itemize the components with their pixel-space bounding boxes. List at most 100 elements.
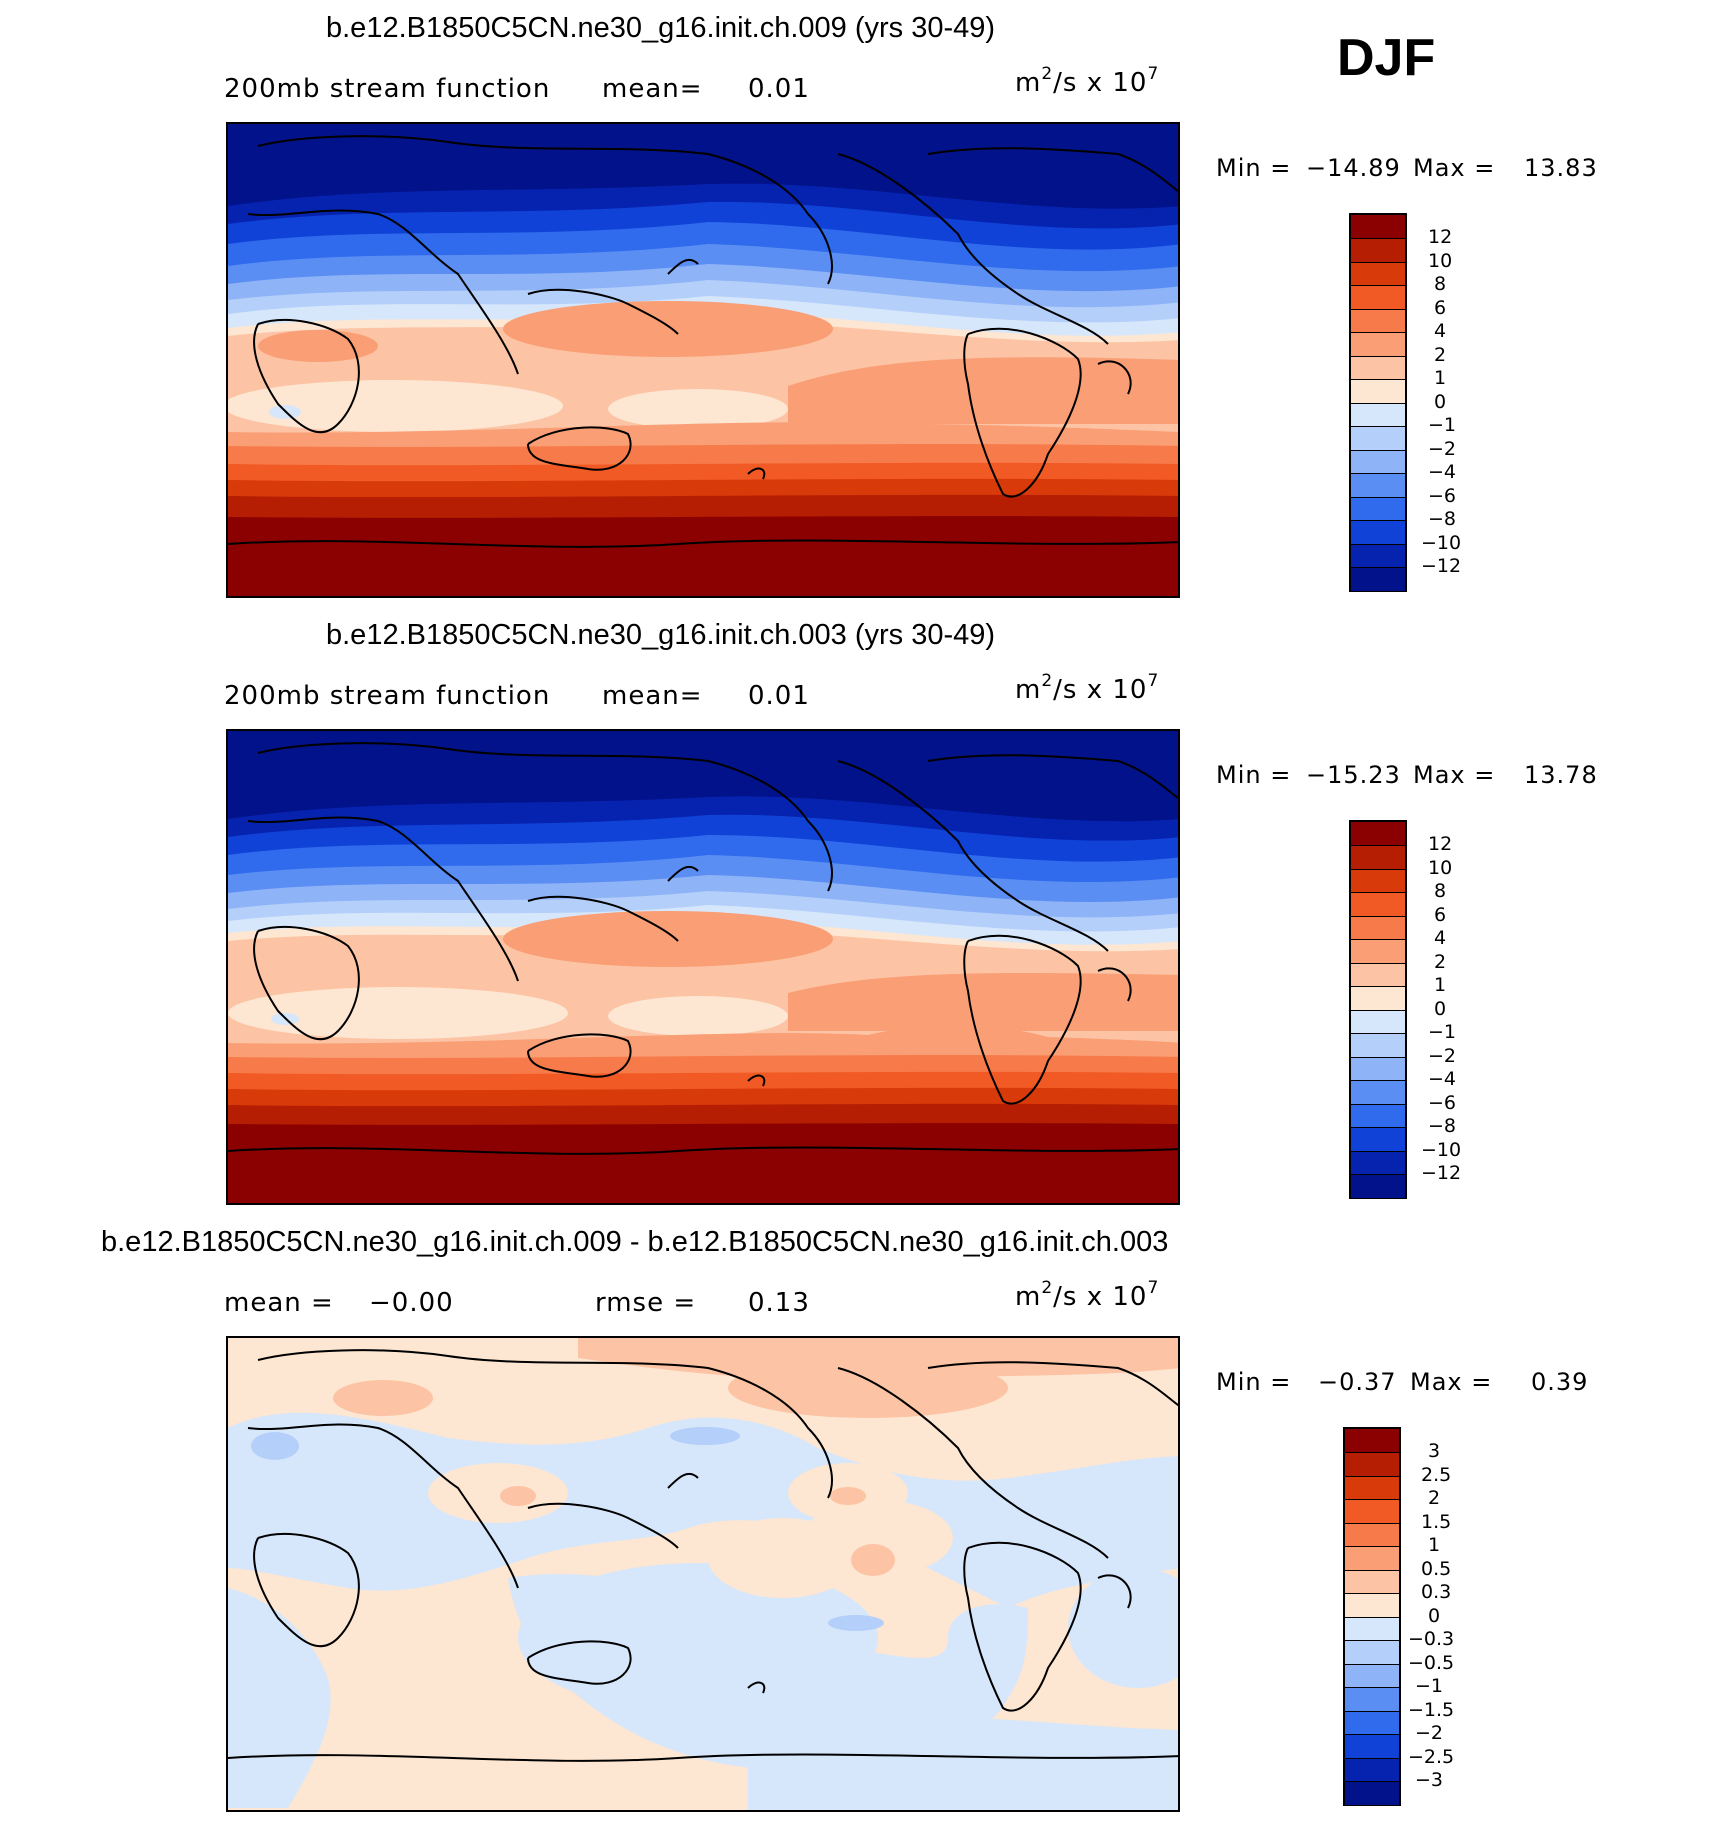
colorbar-cell xyxy=(1345,1617,1399,1641)
colorbar-cell xyxy=(1351,1033,1405,1057)
colorbar-cell xyxy=(1351,869,1405,893)
panel-3-rmse-value: 0.13 xyxy=(748,1288,810,1318)
colorbar-cell xyxy=(1351,845,1405,869)
panel-1-map xyxy=(226,122,1180,598)
panel-3-units: m2/s x 107 xyxy=(1015,1278,1160,1313)
colorbar-cell xyxy=(1351,1174,1405,1198)
panel-2-mean-label: mean= xyxy=(602,681,703,711)
colorbar-cell xyxy=(1345,1570,1399,1594)
panel-2-min-label: Min = xyxy=(1216,761,1292,789)
colorbar-cell xyxy=(1345,1781,1399,1805)
colorbar-label: 1 xyxy=(1434,974,1447,996)
colorbar-cell xyxy=(1351,1080,1405,1104)
colorbar-label: −4 xyxy=(1428,461,1457,483)
colorbar-label: 8 xyxy=(1434,273,1447,295)
colorbar-label: 4 xyxy=(1434,320,1447,342)
season-label: DJF xyxy=(1337,29,1436,87)
panel-2-mean-value: 0.01 xyxy=(748,681,810,711)
panel-3-min-value: −0.37 xyxy=(1318,1368,1397,1396)
panel-2-units: m2/s x 107 xyxy=(1015,671,1160,706)
colorbar-label: 10 xyxy=(1428,250,1453,272)
colorbar-cell xyxy=(1351,379,1405,403)
colorbar-cell xyxy=(1345,1452,1399,1476)
colorbar-cell xyxy=(1351,309,1405,333)
colorbar-label: 12 xyxy=(1428,226,1453,248)
colorbar-label: 6 xyxy=(1434,904,1447,926)
colorbar-cell xyxy=(1345,1734,1399,1758)
colorbar-label: −4 xyxy=(1428,1068,1457,1090)
colorbar-label: 2 xyxy=(1428,1487,1441,1509)
colorbar-label: 0 xyxy=(1428,1605,1441,1627)
colorbar-label: 2 xyxy=(1434,344,1447,366)
colorbar-label: 8 xyxy=(1434,880,1447,902)
panel-1-colorbar xyxy=(1349,213,1407,592)
colorbar-cell xyxy=(1351,916,1405,940)
colorbar-cell xyxy=(1351,403,1405,427)
colorbar-label: −6 xyxy=(1428,1092,1457,1114)
panel-1-units: m2/s x 107 xyxy=(1015,64,1160,99)
panel-1-max-label: Max = xyxy=(1413,154,1496,182)
colorbar-label: 0 xyxy=(1434,391,1447,413)
colorbar-cell xyxy=(1351,285,1405,309)
colorbar-label: 2 xyxy=(1434,951,1447,973)
colorbar-label: 10 xyxy=(1428,857,1453,879)
colorbar-cell xyxy=(1351,1127,1405,1151)
colorbar-label: 2.5 xyxy=(1421,1464,1452,1486)
colorbar-cell xyxy=(1345,1640,1399,1664)
colorbar-label: −1 xyxy=(1428,414,1457,436)
colorbar-cell xyxy=(1345,1711,1399,1735)
colorbar-cell xyxy=(1345,1499,1399,1523)
colorbar-cell xyxy=(1351,1151,1405,1175)
colorbar-label: 0.5 xyxy=(1421,1558,1452,1580)
colorbar-cell xyxy=(1351,986,1405,1010)
colorbar-cell xyxy=(1351,1057,1405,1081)
colorbar-label: 0 xyxy=(1434,998,1447,1020)
panel-2-variable-label: 200mb stream function xyxy=(224,681,551,711)
panel-2-max-label: Max = xyxy=(1413,761,1496,789)
colorbar-cell xyxy=(1351,450,1405,474)
colorbar-cell xyxy=(1351,544,1405,568)
colorbar-cell xyxy=(1345,1664,1399,1688)
colorbar-cell xyxy=(1351,520,1405,544)
colorbar-cell xyxy=(1351,215,1405,239)
colorbar-label: −6 xyxy=(1428,485,1457,507)
colorbar-label: −1 xyxy=(1428,1021,1457,1043)
colorbar-cell xyxy=(1351,892,1405,916)
colorbar-label: 1 xyxy=(1434,367,1447,389)
colorbar-cell xyxy=(1345,1523,1399,1547)
panel-3-min-label: Min = xyxy=(1216,1368,1292,1396)
colorbar-label: −0.5 xyxy=(1408,1652,1455,1674)
panel-1-max-value: 13.83 xyxy=(1524,154,1598,182)
colorbar-cell xyxy=(1351,262,1405,286)
colorbar-label: −2 xyxy=(1415,1722,1444,1744)
colorbar-cell xyxy=(1345,1429,1399,1453)
colorbar-label: 6 xyxy=(1434,297,1447,319)
colorbar-cell xyxy=(1351,497,1405,521)
panel-2-map xyxy=(226,729,1180,1205)
colorbar-label: −1 xyxy=(1415,1675,1444,1697)
colorbar-label: −12 xyxy=(1421,1162,1462,1184)
panel-2-contour-map xyxy=(228,731,1178,1203)
colorbar-label: −8 xyxy=(1428,1115,1457,1137)
panel-3-mean-value: −0.00 xyxy=(369,1288,454,1318)
panel-3-mean-label: mean = xyxy=(224,1288,334,1318)
colorbar-cell xyxy=(1345,1687,1399,1711)
colorbar-label: −10 xyxy=(1421,1139,1462,1161)
panel-1-variable-label: 200mb stream function xyxy=(224,74,551,104)
colorbar-cell xyxy=(1345,1593,1399,1617)
panel-2-min-value: −15.23 xyxy=(1306,761,1401,789)
panel-1-min-value: −14.89 xyxy=(1306,154,1401,182)
panel-3-map xyxy=(226,1336,1180,1812)
colorbar-label: 0.3 xyxy=(1421,1581,1452,1603)
colorbar-label: −8 xyxy=(1428,508,1457,530)
panel-3-max-value: 0.39 xyxy=(1531,1368,1589,1396)
colorbar-cell xyxy=(1351,939,1405,963)
panel-1-contour-map xyxy=(228,124,1178,596)
colorbar-cell xyxy=(1351,332,1405,356)
colorbar-cell xyxy=(1351,1010,1405,1034)
colorbar-label: −2 xyxy=(1428,438,1457,460)
colorbar-label: −1.5 xyxy=(1408,1699,1455,1721)
colorbar-label: −2.5 xyxy=(1408,1746,1455,1768)
panel-1-title: b.e12.B1850C5CN.ne30_g16.init.ch.009 (yr… xyxy=(326,12,996,44)
colorbar-label: −2 xyxy=(1428,1045,1457,1067)
